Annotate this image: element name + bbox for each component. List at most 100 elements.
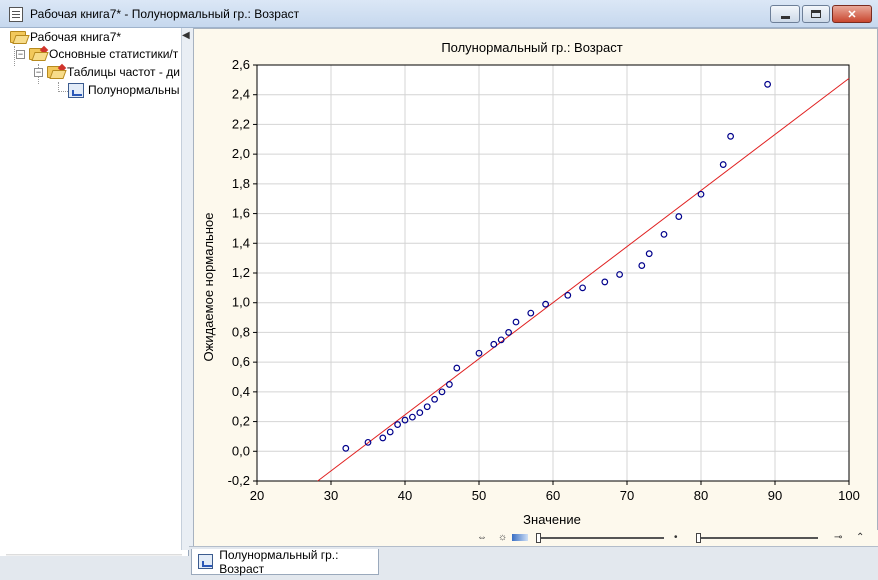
tree-connector [58,82,59,92]
tree-connector [14,46,15,66]
y-tick-label: 1,0 [232,295,250,310]
x-axis-label: Значение [523,512,581,527]
workbook-icon [9,7,23,22]
data-point [719,161,727,168]
data-point [364,438,372,446]
dot-icon: • [674,532,678,543]
data-point [401,416,409,424]
expand-icon[interactable]: ⌃ [856,532,865,543]
y-tick-label: 0,4 [232,384,250,399]
data-point [386,428,394,436]
data-point [512,318,520,326]
y-tick-label: -0,2 [228,473,250,488]
folder-open-icon [29,48,45,60]
data-point [497,336,505,344]
x-tick-label: 100 [838,488,860,503]
data-point [638,262,646,269]
tree-item-label: Рабочая книга7* [30,30,122,44]
half-normal-chart: Полунормальный гр.: Возраст Значение Ожи… [201,40,860,527]
y-tick-label: 0,6 [232,354,250,369]
fit-line [317,77,850,482]
minimize-button[interactable] [770,5,800,23]
data-point [660,230,668,238]
data-point [408,413,416,421]
data-point [490,340,498,348]
data-point [601,278,609,286]
tab-label: Полунормальный гр.: Возраст [219,547,339,576]
tree-item-basic-stats[interactable]: − Основные статистики/т [16,45,178,63]
collapse-toggle-icon[interactable]: − [34,66,43,77]
status-strip [0,556,189,580]
tree-item-frequency-tables[interactable]: − Таблицы частот - ди [34,63,180,81]
graph-icon [198,554,214,569]
slider-track[interactable] [538,537,664,539]
data-point [697,190,705,198]
y-tick-label: 2,2 [232,116,250,131]
close-button[interactable]: ✕ [832,5,872,23]
data-point [505,329,513,336]
maximize-icon [811,10,821,18]
data-point [431,395,439,403]
x-tick-label: 60 [546,488,560,503]
data-point [645,250,653,258]
data-point [379,434,387,442]
data-point [475,349,483,357]
y-tick-label: 2,0 [232,146,250,161]
zoom-icon[interactable]: ☼ [498,532,508,543]
x-tick-label: 50 [472,488,486,503]
y-tick-label: 0,0 [232,443,250,458]
tree-item-label: Полунормальны [88,83,180,97]
maximize-button[interactable] [802,5,830,23]
slider-knob[interactable] [536,533,541,543]
x-tick-label: 30 [324,488,338,503]
slider-knob[interactable] [696,533,701,543]
window-title: Рабочая книга7* - Полунормальный гр.: Во… [30,7,300,21]
data-point [579,284,587,292]
tree-horizontal-scrollbar[interactable]: ‹ › [6,554,182,556]
plot-frame [256,64,850,482]
tab-half-normal-plot[interactable]: Полунормальный гр.: Возраст [191,547,379,576]
data-point [342,444,350,452]
folder-open-icon [10,31,26,43]
data-point [423,403,431,411]
document-tabstrip: Полунормальный гр.: Возраст [189,546,878,580]
tree-connector [58,91,68,92]
graph-pane: Полунормальный гр.: Возраст Значение Ожи… [193,28,878,533]
panel-splitter[interactable] [181,28,193,550]
folder-open-icon [47,66,63,78]
collapse-panel-icon[interactable]: ◀ [182,30,190,41]
close-icon: ✕ [847,8,857,21]
data-point [445,381,453,388]
data-point [416,409,424,417]
y-tick-label: 2,4 [232,87,250,102]
x-tick-label: 80 [694,488,708,503]
pin-icon[interactable]: ⊸ [834,532,843,543]
x-tick-label: 40 [398,488,412,503]
y-tick-label: 2,6 [232,57,250,72]
y-tick-label: 0,2 [232,414,250,429]
collapse-toggle-icon[interactable]: − [16,48,25,59]
y-tick-label: 1,4 [232,235,250,250]
minimize-icon [780,15,790,19]
data-point [527,309,535,317]
tree-item-workbook[interactable]: Рабочая книга7* [10,28,121,46]
data-point [764,80,771,88]
data-point [727,132,734,140]
data-point [438,388,446,396]
data-point [616,271,624,278]
tree-item-label: Таблицы частот - ди [67,65,180,79]
workbook-tree: Рабочая книга7* − Основные статистики/т … [0,28,189,556]
y-tick-label: 1,6 [232,206,250,221]
graph-toolbar: ⇔ ☼ • ⊸ ⌃ [193,530,878,546]
pan-icon[interactable]: ⇔ [477,532,487,543]
y-axis-label: Ожидаемое нормальное [201,213,216,362]
x-tick-label: 90 [768,488,782,503]
color-scale-icon[interactable] [512,534,528,541]
chart-title: Полунормальный гр.: Возраст [441,40,622,55]
title-bar: Рабочая книга7* - Полунормальный гр.: Во… [0,0,878,28]
y-tick-label: 1,8 [232,176,250,191]
x-tick-label: 20 [250,488,264,503]
slider-track[interactable] [698,537,818,539]
data-point [675,213,683,220]
tree-item-half-normal-plot[interactable]: Полунормальны [68,81,179,99]
